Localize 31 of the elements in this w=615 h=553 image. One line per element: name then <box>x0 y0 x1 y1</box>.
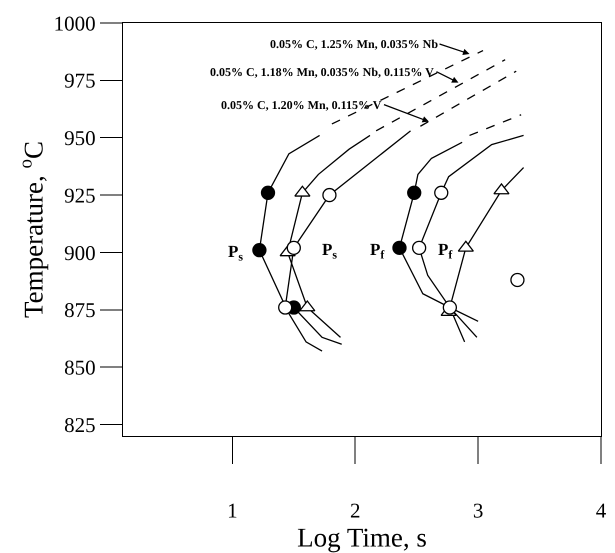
annotation: P$_{s}$ <box>228 242 244 264</box>
point <box>412 240 426 256</box>
point <box>510 272 525 288</box>
point <box>407 186 422 200</box>
y-tick-label: 875 <box>64 298 96 322</box>
y-tick-label: 1000 <box>54 11 96 36</box>
y-tick-label: 900 <box>64 240 96 265</box>
annotation: P$_{f}$ <box>370 240 386 262</box>
point <box>252 243 267 258</box>
x-tick-label: 2 <box>350 498 360 522</box>
x-axis-title: Log Time, s <box>297 522 427 552</box>
annotation: P$_{s}$ <box>322 240 338 262</box>
x-tick-label: 1 <box>227 498 238 522</box>
y-tick-label: 950 <box>64 126 96 150</box>
point <box>278 300 292 315</box>
point <box>322 188 337 202</box>
y-tick-label: 825 <box>64 412 96 437</box>
point <box>286 240 301 256</box>
point <box>442 300 458 315</box>
annotation: P$_{f}$ <box>438 240 454 262</box>
annotation: 0.05% C, 1.18% Mn, 0.035% Nb, 0.115% V <box>210 65 434 79</box>
point <box>434 186 448 200</box>
y-tick-label: 925 <box>64 183 96 208</box>
x-tick-label: 3 <box>472 498 484 522</box>
point <box>260 186 276 200</box>
annotation: 0.05% C, 1.25% Mn, 0.035% Nb <box>270 37 438 51</box>
x-tick-label: 4 <box>596 498 607 522</box>
annotation: 0.05% C, 1.20% Mn, 0.115% V <box>221 98 382 112</box>
y-tick-label: 850 <box>64 356 96 380</box>
point <box>392 240 407 256</box>
y-tick-label: 975 <box>64 68 96 93</box>
